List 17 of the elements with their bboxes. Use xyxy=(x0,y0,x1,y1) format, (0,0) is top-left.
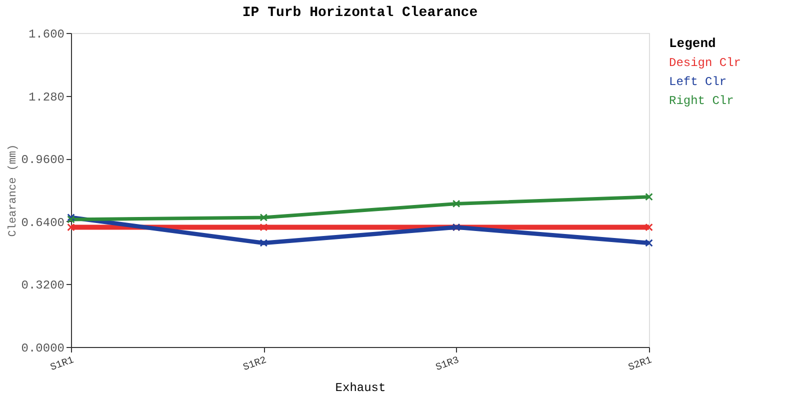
y-tick-label: 0.3200 xyxy=(21,278,64,293)
text: Right Clr xyxy=(669,94,734,108)
legend-title: Legend xyxy=(669,36,716,51)
x-axis-title: Exhaust xyxy=(335,381,386,396)
x-tick-label: S1R3 xyxy=(434,355,461,374)
text: Left Clr xyxy=(669,75,727,89)
y-tick-label: 1.280 xyxy=(28,90,64,104)
x-tick-label: S1R1 xyxy=(49,355,76,374)
y-tick-label: 0.9600 xyxy=(21,153,64,168)
y-tick-label: 0.6400 xyxy=(21,216,64,230)
x-tick-label: S2R1 xyxy=(627,355,654,374)
y-tick-label: 1.600 xyxy=(28,28,64,42)
y-tick-label: 0.0000 xyxy=(21,342,64,356)
x-tick-label: S1R2 xyxy=(242,355,268,374)
chart-title: IP Turb Horizontal Clearance xyxy=(242,5,478,21)
y-axis-title: Clearance (mm) xyxy=(7,144,20,237)
text: Design Clr xyxy=(669,56,742,70)
